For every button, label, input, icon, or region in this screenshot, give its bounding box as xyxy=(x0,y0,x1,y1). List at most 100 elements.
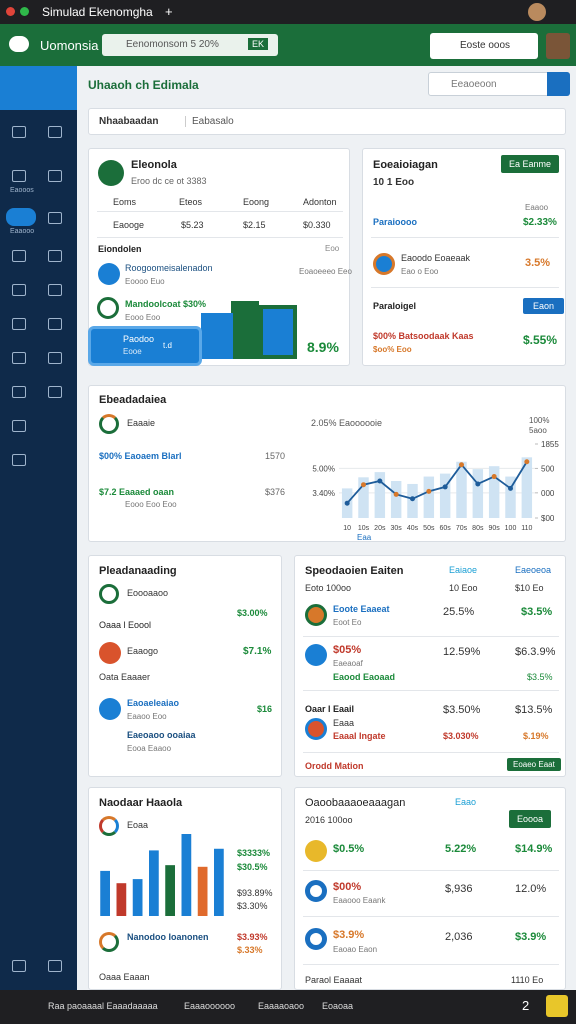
title-bar: Simulad Ekenomgha + xyxy=(0,0,576,24)
signals-value: $2.33% xyxy=(523,217,557,228)
new-tab[interactable]: + xyxy=(165,4,173,19)
bottom-item[interactable]: Raa paoaaaal Eaaadaaaaa xyxy=(48,1001,158,1011)
summary-subtitle: Eroo dc ce ot 3383 xyxy=(131,176,207,186)
row-extra-value: $3.5% xyxy=(527,672,553,682)
item-sub: Eoooo Euo xyxy=(125,277,165,286)
nav-icon xyxy=(12,420,26,432)
bar xyxy=(132,879,143,916)
bar xyxy=(197,866,208,916)
avatar-small xyxy=(528,3,546,21)
row-a: 5.22% xyxy=(445,843,477,855)
orders-button[interactable]: Eoooa xyxy=(509,810,552,828)
trend-item-value: 1570 xyxy=(265,451,286,461)
x-tick-label: 30s xyxy=(391,525,403,532)
chart-title: 2.05% Eaoooooie xyxy=(311,418,383,428)
row-cell: $5.23 xyxy=(181,220,204,230)
toolbar: Nhaabaadan Eabasalo xyxy=(88,108,566,135)
item-title: Mandoolcoat $30% xyxy=(125,299,207,309)
point xyxy=(475,481,481,487)
signals-badge[interactable]: Ea Eanme xyxy=(501,155,560,173)
bar xyxy=(439,473,451,518)
point xyxy=(410,496,415,502)
point xyxy=(491,474,497,480)
button-value: t.d xyxy=(163,341,172,350)
ring-icon xyxy=(99,414,119,434)
row-sub: Eoot Eo xyxy=(333,618,362,627)
spending-card: Speodaoien Eaiten Eaiaoe Eaeoeoa Eoto 10… xyxy=(294,555,566,777)
toolbar-filter[interactable]: Eabasalo xyxy=(185,116,234,127)
holdings-title: Naodaar Haaola xyxy=(99,797,183,809)
chart-sub: 5aoo xyxy=(529,426,547,435)
section-title: Eiondolen xyxy=(98,244,142,254)
y2-tick-label: 1855 xyxy=(541,440,559,449)
col-sub: $10 Eo xyxy=(515,583,544,593)
chart-note: 100% xyxy=(529,416,550,425)
nav-icon xyxy=(48,318,62,330)
point xyxy=(524,459,530,465)
pending-row: Eaeoaoo ooaiaa xyxy=(127,730,196,740)
logo xyxy=(9,36,29,52)
close-dot xyxy=(6,7,15,16)
divider xyxy=(371,237,559,238)
holdings-item-value: $3.93% xyxy=(237,932,268,942)
item-value: 3.5% xyxy=(525,257,551,269)
toolbar-tab[interactable]: Nhaabaadan xyxy=(99,116,159,127)
col-sub: Eoto 100oo xyxy=(305,583,352,593)
item-icon xyxy=(99,698,121,720)
row-a: $3.030% xyxy=(443,731,479,741)
avatar xyxy=(546,33,570,59)
pending-value: $16 xyxy=(257,704,273,714)
account-select[interactable]: Eoste ooos xyxy=(430,33,538,59)
nav-icon xyxy=(48,212,62,224)
nav-icon xyxy=(48,386,62,398)
page-search[interactable]: Eeaoeoon xyxy=(428,72,570,96)
col-head: Eoms xyxy=(113,197,137,207)
pending-title: Pleadanaading xyxy=(99,565,177,577)
nav-icon xyxy=(12,170,26,182)
pending-sub: Eaaoo Eoo xyxy=(127,712,167,721)
signals-card: Eoeaioiagan Ea Eanme 10 1 Eoo Eaaoo Para… xyxy=(362,148,566,366)
page-search-text: Eeaoeoon xyxy=(451,79,497,90)
nav-label: Eaaooo xyxy=(10,228,35,235)
bar xyxy=(488,466,500,518)
item-icon xyxy=(373,253,395,275)
row-b: 12.0% xyxy=(515,883,547,895)
bar xyxy=(423,476,435,518)
bottom-item[interactable]: Eoaoaa xyxy=(322,1001,354,1011)
item-icon xyxy=(99,642,121,664)
point xyxy=(393,491,399,497)
spending-button[interactable]: Eoaeo Eaat xyxy=(507,758,561,771)
button-sub: Eooe xyxy=(123,347,142,356)
bar xyxy=(456,461,467,518)
item-icon xyxy=(305,604,327,626)
bar xyxy=(521,457,533,518)
row-title: $3.9% xyxy=(333,929,365,941)
item-note: Eoaoeeeo Eeo xyxy=(299,267,352,276)
signals-button[interactable]: Eaon xyxy=(523,298,565,314)
bottom-item[interactable]: Eaaaoooooo xyxy=(184,1001,236,1011)
nav-icon xyxy=(48,352,62,364)
signals-stat: 10 1 Eoo xyxy=(373,177,415,188)
mini-bar xyxy=(201,313,233,359)
divider xyxy=(303,752,559,753)
search-box[interactable]: Eenomonsom 5 20% EK xyxy=(102,34,278,56)
mini-bar xyxy=(259,305,297,359)
trend-card: Ebeadadaiea Eaaaie $00% Eaoaem Blarl 157… xyxy=(88,385,566,542)
nav-icon xyxy=(48,284,62,296)
x-tick-label: 90s xyxy=(489,525,501,532)
signals-section: Paraloigel xyxy=(373,301,417,311)
row-sub: Eaoao Eaon xyxy=(333,945,378,954)
bottom-count: 2 xyxy=(522,998,530,1013)
min-dot xyxy=(20,7,29,16)
trend-item-value: $376 xyxy=(265,487,286,497)
primary-button[interactable]: Paodoo Eooe t.d xyxy=(91,329,199,363)
bottom-item[interactable]: Eaaaaoaoo xyxy=(258,1001,305,1011)
row-extra: Eaood Eaoaad xyxy=(333,672,396,682)
nav-icon xyxy=(12,352,26,364)
x-tick-label: 20s xyxy=(374,525,386,532)
point xyxy=(459,462,464,468)
row-b: $.19% xyxy=(523,731,549,741)
summary-total: 8.9% xyxy=(307,339,339,355)
row-title: $00% Batsoodaak Kaas xyxy=(373,331,474,341)
nav-icon xyxy=(12,318,26,330)
